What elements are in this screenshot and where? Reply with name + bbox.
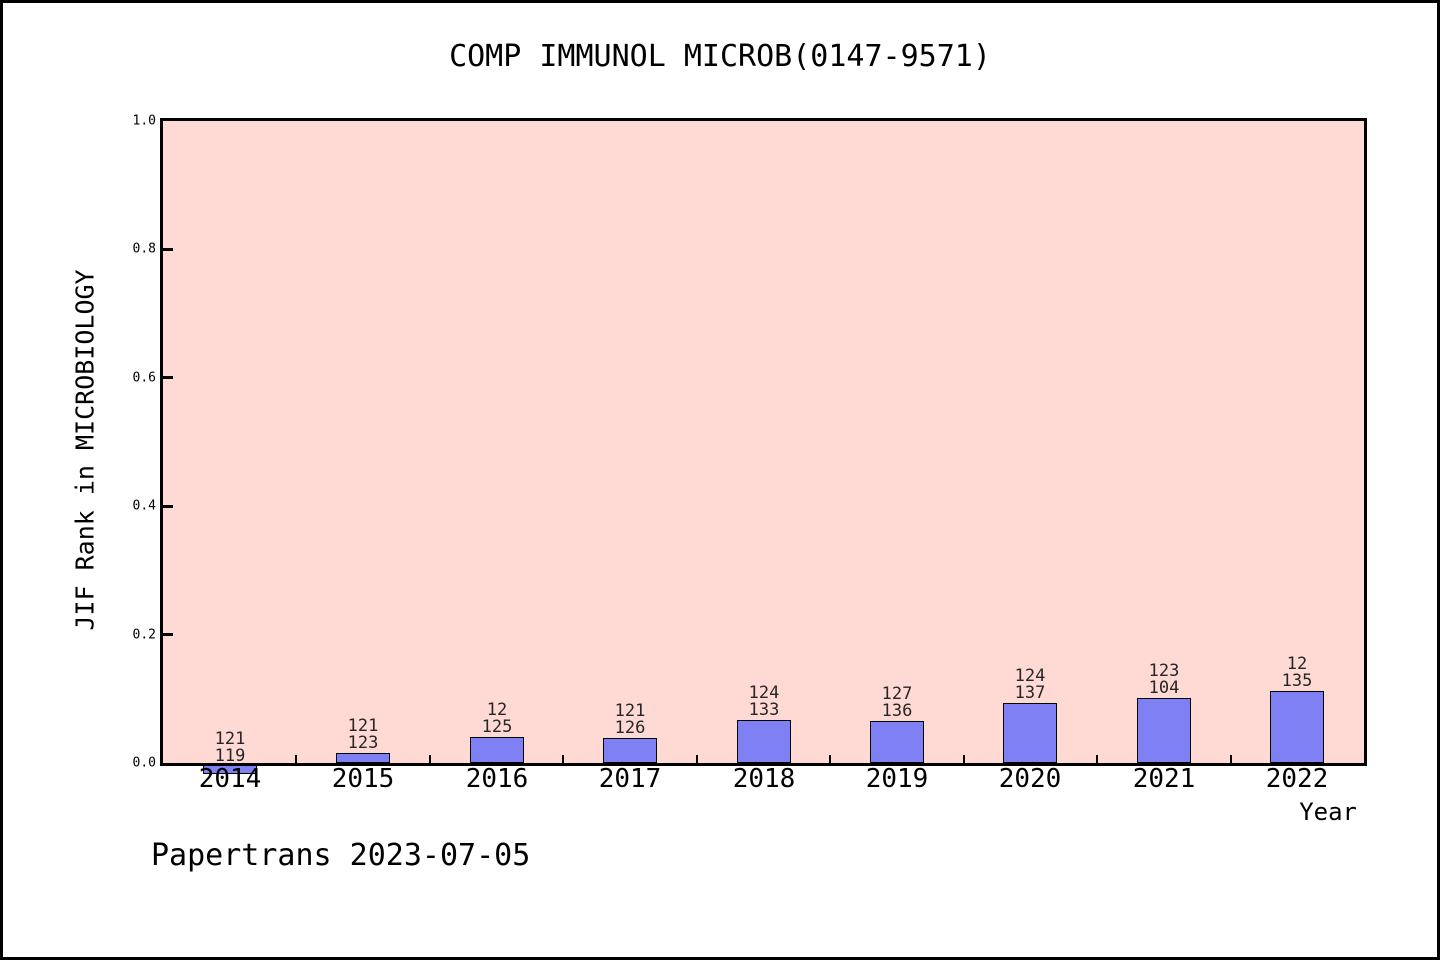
bar-value-line2: 136 [881, 701, 913, 721]
bar-value-line1: 12 [486, 700, 508, 720]
bar-value-line2: 123 [347, 733, 379, 753]
x-tick-label: 2020 [998, 764, 1062, 794]
x-minor-tick [429, 755, 431, 763]
y-tick-label: 0.6 [132, 370, 156, 386]
x-minor-tick [1230, 755, 1232, 763]
bar-value-line2: 137 [1014, 683, 1046, 703]
y-tick [163, 633, 173, 636]
x-tick-label: 2015 [331, 764, 395, 794]
x-tick-label: 2016 [465, 764, 529, 794]
x-axis-label: Year [1299, 798, 1357, 826]
x-tick-label: 2014 [198, 764, 262, 794]
bar-value-label: 127 136 [882, 686, 913, 720]
y-tick-label: 0.4 [132, 498, 156, 514]
plot-area [163, 121, 1364, 763]
bar-value-line1: 12 [1286, 654, 1308, 674]
bar [470, 737, 524, 763]
bar-value-line1: 121 [214, 729, 246, 749]
x-minor-tick [295, 755, 297, 763]
bar-value-line2: 133 [748, 700, 780, 720]
bar [1003, 703, 1057, 763]
bar [603, 738, 657, 763]
y-tick [163, 505, 173, 508]
bar-value-label: 121 126 [615, 703, 646, 737]
x-minor-tick [696, 755, 698, 763]
bar [737, 720, 791, 763]
y-tick-label: 1.0 [132, 113, 156, 129]
bar-value-line1: 127 [881, 684, 913, 704]
bar-value-line1: 124 [1014, 666, 1046, 686]
y-axis-label: JIF Rank in MICROBIOLOGY [70, 269, 100, 631]
watermark-text: Papertrans 2023-07-05 [151, 838, 531, 873]
bar-value-line1: 124 [748, 683, 780, 703]
bar-value-label: 123 104 [1149, 663, 1180, 697]
y-tick-label: 0.0 [132, 755, 156, 771]
bar-value-line2: 126 [614, 718, 646, 738]
bar-value-line1: 121 [347, 716, 379, 736]
x-tick-label: 2022 [1265, 764, 1329, 794]
y-tick [163, 376, 173, 379]
bar [870, 721, 924, 763]
bar-value-line2: 119 [214, 746, 246, 766]
bar-value-line1: 123 [1148, 661, 1180, 681]
bar [336, 753, 390, 763]
chart-title: COMP IMMUNOL MICROB(0147-9571) [449, 39, 991, 74]
plot-layer: 121 119 2014 121 123 2015 12 125 2016 121 126 2017 1… [3, 3, 1437, 957]
y-tick-label: 0.8 [132, 241, 156, 257]
x-minor-tick [963, 755, 965, 763]
bar-value-label: 12 135 [1282, 656, 1313, 690]
bar-value-line2: 135 [1281, 671, 1313, 691]
x-minor-tick [1096, 755, 1098, 763]
y-tick-label: 0.2 [132, 627, 156, 643]
x-tick-label: 2017 [598, 764, 662, 794]
y-tick [163, 248, 173, 251]
x-minor-tick [562, 755, 564, 763]
bar-value-label: 121 119 [215, 731, 246, 765]
bar-value-line2: 104 [1148, 678, 1180, 698]
x-tick-label: 2018 [732, 764, 796, 794]
x-tick-label: 2021 [1132, 764, 1196, 794]
bar-value-label: 121 123 [348, 718, 379, 752]
bar [1270, 691, 1324, 763]
bar-value-line2: 125 [481, 717, 513, 737]
bar-value-label: 124 137 [1015, 668, 1046, 702]
bar-value-line1: 121 [614, 701, 646, 721]
bar-value-label: 124 133 [749, 685, 780, 719]
bar-value-label: 12 125 [482, 702, 513, 736]
x-minor-tick [829, 755, 831, 763]
x-tick-label: 2019 [865, 764, 929, 794]
bar [1137, 698, 1191, 763]
